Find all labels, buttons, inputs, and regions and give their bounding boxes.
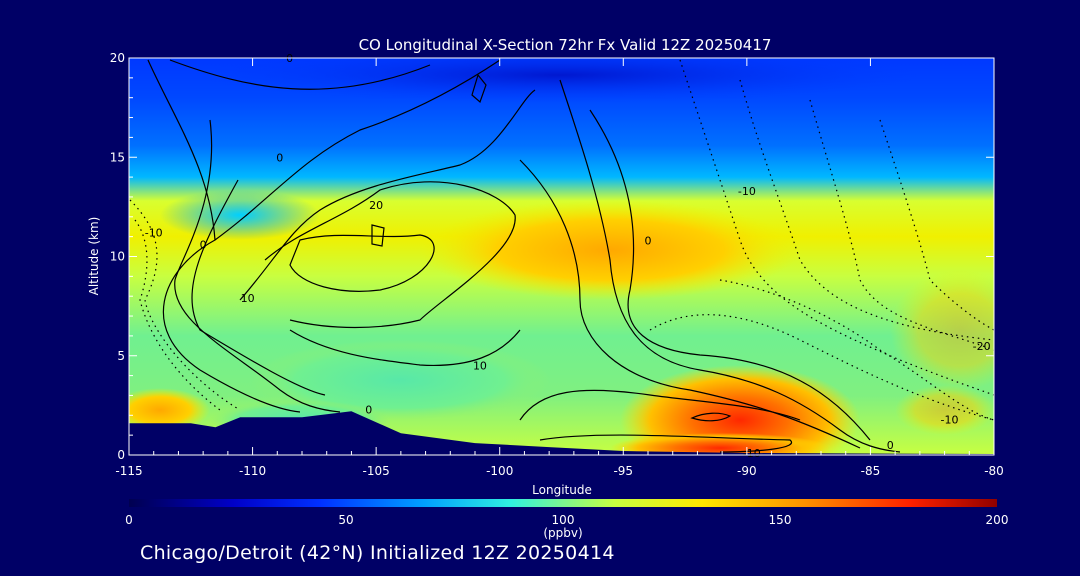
- contour-lines: [147, 59, 901, 453]
- x-axis-label: Longitude: [532, 483, 592, 497]
- y-axis: 0 5 10 15 20: [110, 51, 994, 462]
- contour-label: -10: [941, 413, 959, 426]
- x-tick-label: -110: [239, 464, 266, 478]
- co-field: [129, 58, 994, 455]
- contour-upper-right: [589, 109, 871, 441]
- contour-10-right: [519, 159, 861, 449]
- contour-lines-negative: [129, 59, 994, 421]
- footer-caption: Chicago/Detroit (42°N) Initialized 12Z 2…: [140, 542, 615, 564]
- x-tick-label: -95: [613, 464, 633, 478]
- y-tick-label: 0: [117, 448, 125, 462]
- colorbar-tick-label: 150: [769, 513, 792, 527]
- contour-label: -10: [743, 447, 761, 460]
- contour-label: 10: [473, 360, 487, 373]
- contour-label: 0: [365, 403, 372, 416]
- contour-lower-0: [519, 389, 801, 421]
- co-upper-minimum: [200, 58, 920, 103]
- colorbar-tick-label: 0: [125, 513, 133, 527]
- y-tick-label: 10: [110, 250, 125, 264]
- chart-title: CO Longitudinal X-Section 72hr Fx Valid …: [359, 36, 772, 54]
- y-tick-label: 5: [117, 349, 125, 363]
- contour-label: 10: [241, 292, 255, 305]
- x-tick-label: -115: [115, 464, 142, 478]
- co-lower-maximum: [620, 365, 860, 455]
- contour-10-left: [174, 119, 341, 413]
- contour-label: 0: [645, 235, 652, 248]
- colorbar-tick-label: 200: [986, 513, 1009, 527]
- terrain-mask: [129, 411, 994, 455]
- contour-small-upper: [471, 73, 487, 104]
- contour-0-outer: [147, 59, 301, 413]
- x-tick-label: -105: [363, 464, 390, 478]
- contour-label: 0: [276, 151, 283, 164]
- contour-10-lower: [289, 329, 521, 367]
- contour-label: 0: [200, 239, 207, 252]
- contour-0-right: [559, 79, 901, 453]
- colorbar-tick-label: 100: [552, 513, 575, 527]
- contour-lower-island: [690, 412, 732, 422]
- contour-small-island: [371, 224, 385, 247]
- colorbar-tick-label: 50: [338, 513, 353, 527]
- x-tick-label: -90: [737, 464, 757, 478]
- contour-upper-0: [169, 59, 431, 90]
- y-axis-label: Altitude (km): [87, 217, 101, 296]
- x-tick-label: -100: [486, 464, 513, 478]
- contour-20-left: [191, 179, 326, 396]
- x-tick-label: -85: [861, 464, 881, 478]
- contour-label: -10: [145, 227, 163, 240]
- contour-20-mid: [264, 181, 516, 329]
- colorbar-ticks: 0 50 100 150 200: [125, 513, 1008, 527]
- y-tick-label: 15: [110, 150, 125, 164]
- contour-label: 20: [369, 199, 383, 212]
- contour-lower-10: [539, 434, 793, 453]
- contour-label: -20: [973, 340, 991, 353]
- contour-label: 0: [887, 439, 894, 452]
- contour-0-mid: [214, 59, 501, 241]
- co-upper-maximum: [420, 200, 800, 300]
- colorbar: [129, 499, 997, 507]
- colorbar-unit-label: (ppbv): [543, 526, 582, 540]
- x-axis: -115 -110 -105 -100 -95 -90 -85 -80: [115, 58, 1004, 478]
- x-tick-label: -80: [984, 464, 1004, 478]
- contour-20-inner: [289, 234, 435, 292]
- y-tick-label: 20: [110, 51, 125, 65]
- contour-label: -10: [738, 185, 756, 198]
